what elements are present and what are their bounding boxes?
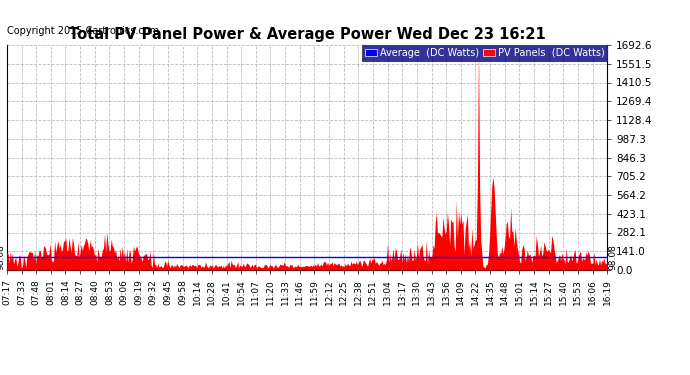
Title: Total PV Panel Power & Average Power Wed Dec 23 16:21: Total PV Panel Power & Average Power Wed… [69, 27, 545, 42]
Text: 98.08: 98.08 [609, 244, 618, 270]
Legend: Average  (DC Watts), PV Panels  (DC Watts): Average (DC Watts), PV Panels (DC Watts) [362, 45, 607, 61]
Text: Copyright 2015 Cartronics.com: Copyright 2015 Cartronics.com [7, 26, 159, 36]
Text: 98.08: 98.08 [0, 244, 6, 270]
